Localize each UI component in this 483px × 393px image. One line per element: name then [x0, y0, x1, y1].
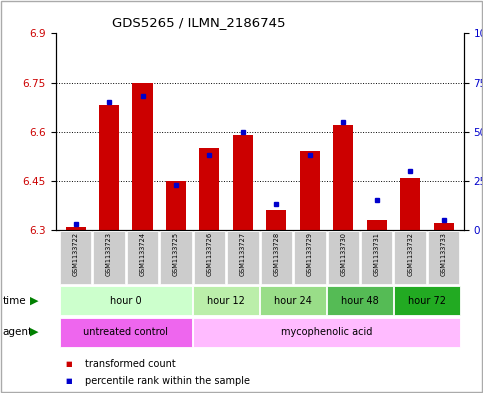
Bar — [300, 151, 320, 230]
FancyBboxPatch shape — [127, 231, 158, 284]
Text: hour 72: hour 72 — [408, 296, 446, 306]
Text: GSM1133722: GSM1133722 — [72, 232, 79, 276]
Text: percentile rank within the sample: percentile rank within the sample — [85, 376, 250, 386]
Text: GSM1133723: GSM1133723 — [106, 232, 112, 276]
Bar — [132, 83, 153, 230]
Text: ▶: ▶ — [30, 327, 39, 337]
Text: agent: agent — [2, 327, 32, 337]
Bar — [66, 227, 85, 230]
Text: GSM1133731: GSM1133731 — [374, 232, 380, 276]
Bar — [266, 210, 286, 230]
FancyBboxPatch shape — [260, 286, 326, 315]
Text: GSM1133725: GSM1133725 — [173, 232, 179, 276]
Text: hour 24: hour 24 — [274, 296, 312, 306]
FancyBboxPatch shape — [160, 231, 192, 284]
Text: untreated control: untreated control — [83, 327, 168, 337]
FancyBboxPatch shape — [294, 231, 326, 284]
Bar — [199, 148, 219, 230]
Bar — [99, 105, 119, 230]
FancyBboxPatch shape — [193, 318, 460, 347]
Text: mycophenolic acid: mycophenolic acid — [281, 327, 372, 337]
FancyBboxPatch shape — [327, 286, 393, 315]
Text: GSM1133733: GSM1133733 — [440, 232, 447, 276]
Text: GDS5265 / ILMN_2186745: GDS5265 / ILMN_2186745 — [112, 16, 285, 29]
FancyBboxPatch shape — [60, 231, 91, 284]
Bar — [233, 135, 253, 230]
FancyBboxPatch shape — [327, 231, 359, 284]
FancyBboxPatch shape — [261, 231, 292, 284]
Text: transformed count: transformed count — [85, 358, 175, 369]
Text: GSM1133727: GSM1133727 — [240, 232, 246, 276]
Bar — [434, 223, 454, 230]
FancyBboxPatch shape — [59, 286, 192, 315]
Bar — [166, 181, 186, 230]
FancyBboxPatch shape — [361, 231, 392, 284]
Bar — [333, 125, 353, 230]
Text: ■: ■ — [65, 378, 72, 384]
Text: ▶: ▶ — [30, 296, 39, 306]
Text: hour 48: hour 48 — [341, 296, 379, 306]
FancyBboxPatch shape — [227, 231, 258, 284]
Text: GSM1133730: GSM1133730 — [340, 232, 346, 276]
FancyBboxPatch shape — [395, 231, 426, 284]
FancyBboxPatch shape — [193, 286, 259, 315]
Bar — [367, 220, 387, 230]
Text: GSM1133726: GSM1133726 — [206, 232, 213, 276]
FancyBboxPatch shape — [428, 231, 459, 284]
FancyBboxPatch shape — [394, 286, 460, 315]
Bar — [400, 178, 420, 230]
FancyBboxPatch shape — [59, 318, 192, 347]
Text: ■: ■ — [65, 360, 72, 367]
FancyBboxPatch shape — [93, 231, 125, 284]
Text: hour 12: hour 12 — [207, 296, 245, 306]
Text: GSM1133729: GSM1133729 — [307, 232, 313, 276]
Text: time: time — [2, 296, 26, 306]
Text: GSM1133724: GSM1133724 — [140, 232, 145, 276]
Text: GSM1133728: GSM1133728 — [273, 232, 279, 276]
Text: GSM1133732: GSM1133732 — [407, 232, 413, 276]
Text: hour 0: hour 0 — [110, 296, 142, 306]
FancyBboxPatch shape — [194, 231, 225, 284]
